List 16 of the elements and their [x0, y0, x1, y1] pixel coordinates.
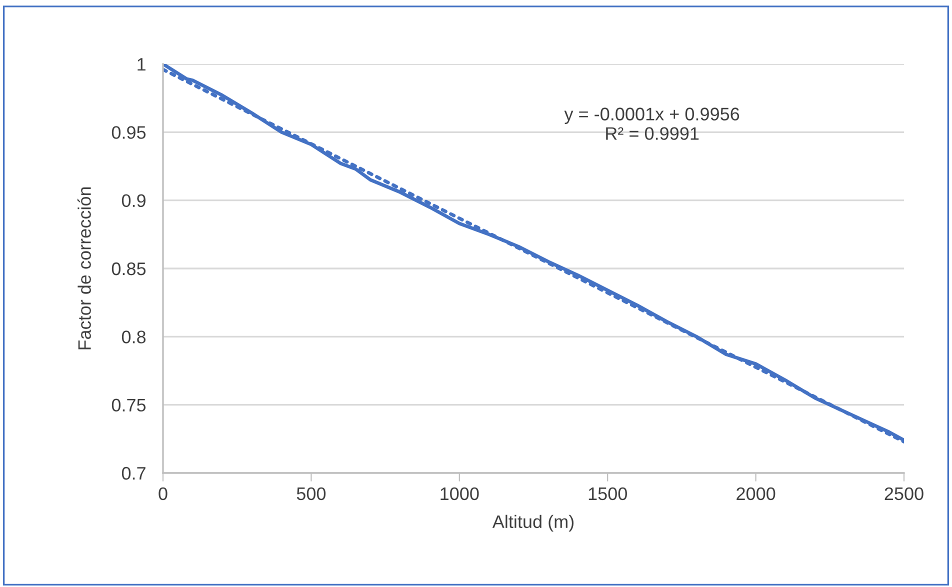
y-tick-label: 0.95: [112, 126, 146, 139]
y-tick-label: 0.7: [122, 466, 146, 480]
y-axis-title: Factor de corrección: [77, 187, 91, 350]
x-tick-label: 2000: [736, 487, 776, 500]
x-tick-label: 0: [158, 487, 168, 500]
y-tick-label: 0.85: [112, 262, 146, 276]
y-tick-label: 0.75: [112, 398, 146, 412]
x-axis-title: Altitud (m): [492, 514, 574, 532]
y-tick-label: 0.8: [122, 330, 146, 344]
x-tick-label: 2500: [884, 487, 924, 500]
x-tick-label: 1000: [440, 487, 479, 500]
x-tick-label: 1500: [588, 487, 627, 500]
y-tick-label: 1: [138, 58, 146, 71]
y-tick-label: 0.9: [122, 194, 146, 208]
annotation: y = -0.0001x + 0.9956 R² = 0.9991: [564, 108, 740, 140]
x-tick-label: 500: [296, 487, 326, 500]
